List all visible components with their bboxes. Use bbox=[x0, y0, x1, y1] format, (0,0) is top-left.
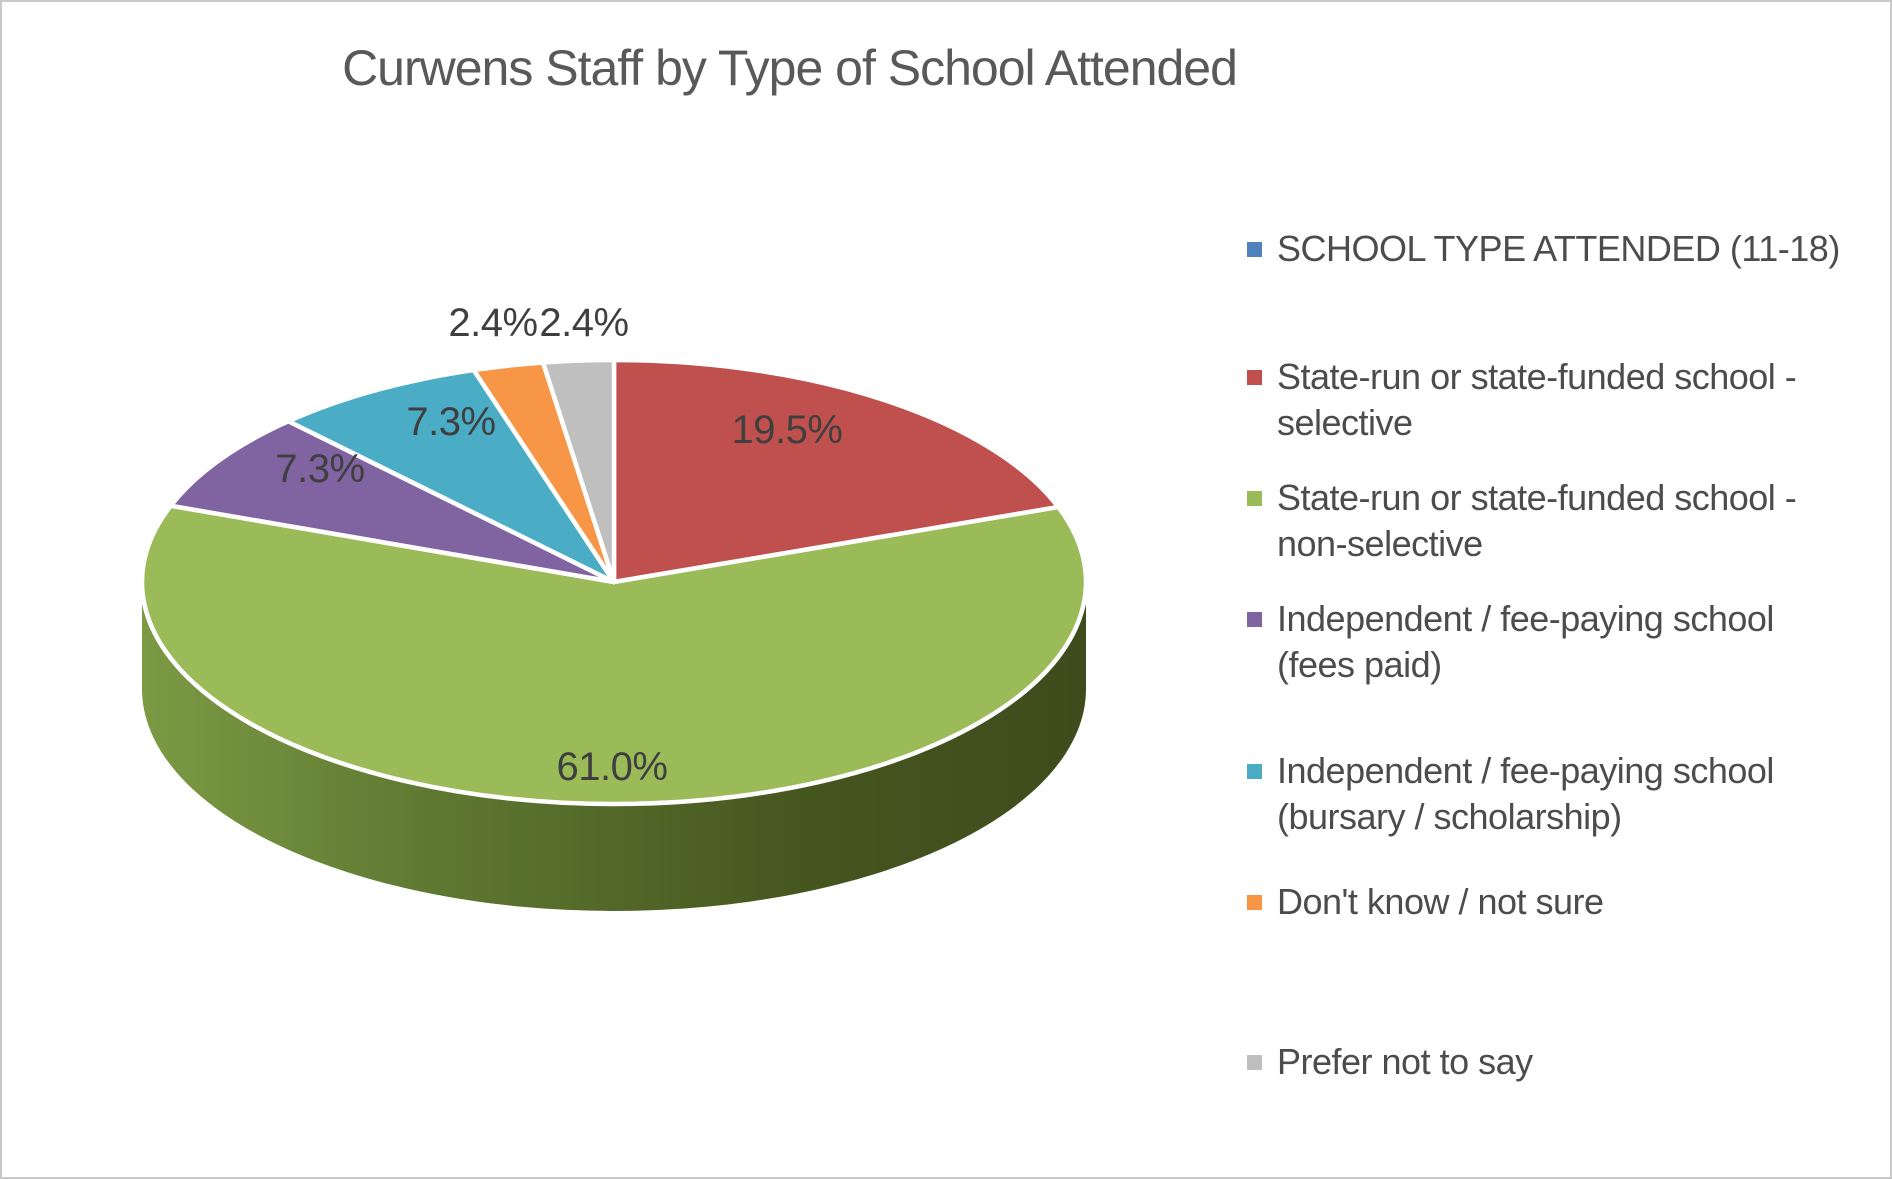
pie-slice bbox=[540, 357, 617, 585]
data-label: 7.3% bbox=[406, 400, 495, 444]
data-label: 2.4% bbox=[448, 301, 537, 345]
pie-slice bbox=[611, 357, 1061, 585]
pie-slice bbox=[139, 503, 1089, 807]
data-label: 61.0% bbox=[557, 745, 668, 789]
chart-title: Curwens Staff by Type of School Attended bbox=[342, 40, 1238, 96]
pie-slice-side bbox=[142, 582, 1086, 911]
data-label: 19.5% bbox=[732, 408, 843, 452]
pie-slice bbox=[286, 367, 617, 585]
pie-slice bbox=[168, 418, 617, 585]
data-label: 2.4% bbox=[539, 301, 628, 345]
data-label: 7.3% bbox=[275, 447, 364, 491]
